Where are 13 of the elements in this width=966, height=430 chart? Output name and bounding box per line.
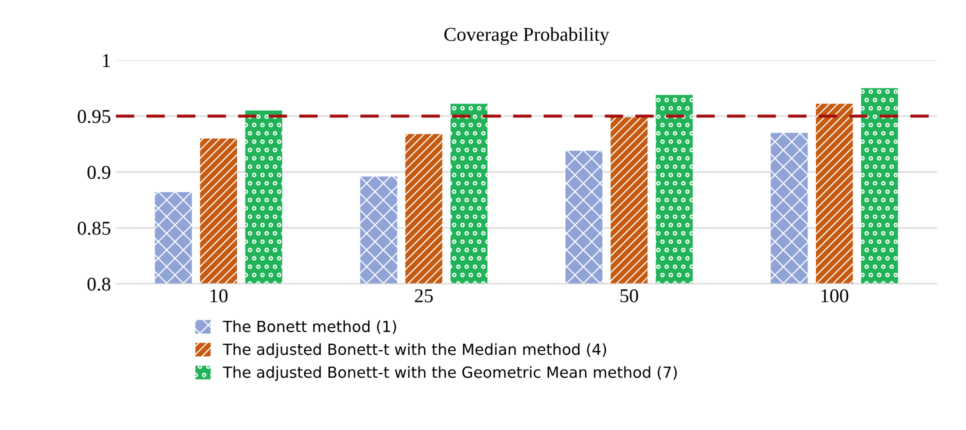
- y-tick-label: 0.95: [78, 110, 110, 124]
- x-tick-label: 100: [822, 289, 848, 302]
- y-tick-label: 0.8: [87, 278, 110, 291]
- y-tick-label: 0.9: [87, 166, 110, 180]
- y-tick-label: 0.85: [78, 222, 110, 235]
- x-tick-label: 10: [210, 289, 228, 302]
- legend-label: The Bonett method (1): [222, 320, 396, 334]
- y-tick-label: 1: [103, 54, 110, 67]
- x-tick-label: 50: [620, 289, 638, 302]
- x-tick-label: 25: [414, 289, 433, 302]
- chart-title: Coverage Probability: [444, 27, 610, 45]
- legend-label: The adjusted Bonett-t with the Geometric Mean method (7): [222, 366, 677, 381]
- legend-label: The adjusted Bonett-t with the Median method (4): [222, 343, 606, 358]
